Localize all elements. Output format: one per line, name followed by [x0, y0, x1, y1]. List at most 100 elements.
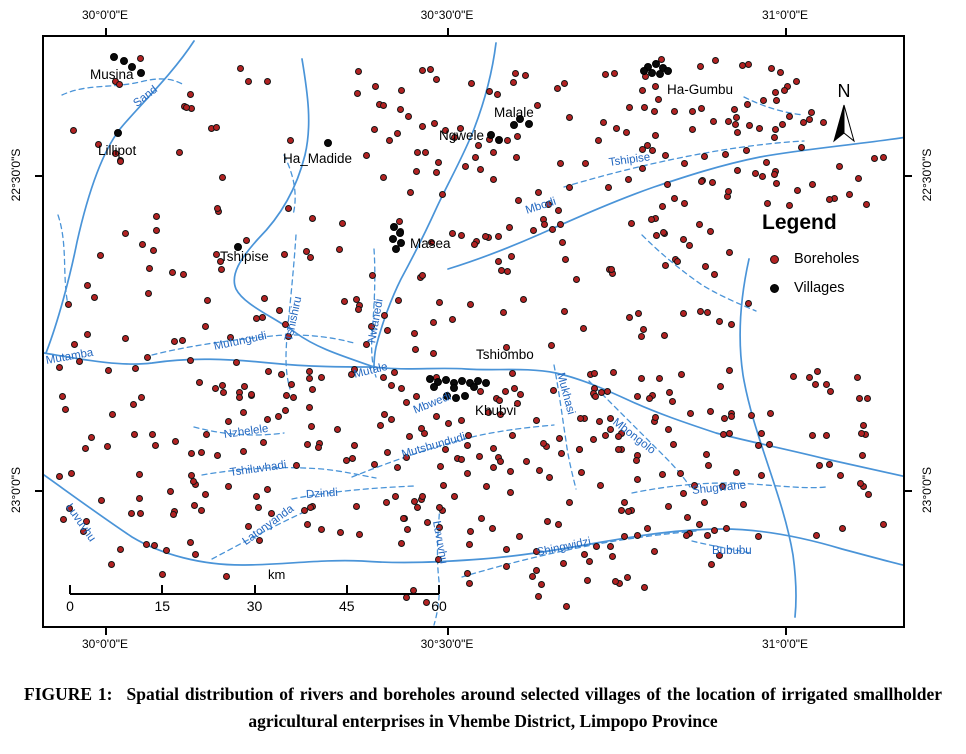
borehole-dot	[725, 249, 733, 257]
borehole-dot	[744, 300, 752, 308]
borehole-dot	[680, 310, 688, 317]
borehole-dot	[565, 184, 573, 192]
borehole-dot	[623, 574, 631, 582]
borehole-dot	[835, 163, 843, 171]
borehole-dot	[617, 506, 625, 514]
borehole-dot	[509, 432, 517, 440]
borehole-dot	[434, 158, 442, 166]
borehole-dot	[757, 472, 765, 480]
borehole-dot	[767, 410, 775, 418]
axis-label-bottom: 30°0'0"E	[81, 637, 129, 651]
borehole-dot	[339, 220, 347, 228]
borehole-dot	[768, 65, 776, 73]
borehole-dot	[727, 321, 735, 329]
borehole-dot	[290, 393, 298, 401]
borehole-dot	[880, 521, 888, 529]
borehole-dot	[94, 141, 102, 149]
borehole-dot	[770, 133, 778, 141]
borehole-dot	[643, 525, 651, 533]
borehole-dot	[547, 342, 555, 350]
river-path	[370, 248, 377, 378]
borehole-dot	[380, 102, 388, 110]
borehole-dot	[309, 214, 317, 222]
borehole-dot	[585, 558, 593, 566]
borehole-dot	[607, 415, 615, 423]
borehole-dot	[529, 227, 537, 235]
borehole-dot	[502, 563, 510, 571]
borehole-dot	[264, 415, 272, 423]
borehole-dot	[198, 506, 206, 514]
borehole-dot	[489, 463, 497, 471]
borehole-dot	[793, 187, 801, 195]
borehole-dot	[864, 491, 872, 499]
borehole-dot	[449, 316, 457, 324]
borehole-dot	[514, 197, 522, 205]
borehole-dot	[371, 126, 379, 134]
borehole-dot	[695, 220, 703, 228]
borehole-dot	[838, 525, 846, 533]
borehole-dot	[772, 126, 780, 134]
borehole-dot	[591, 393, 599, 401]
borehole-dot	[515, 533, 523, 541]
borehole-dot	[760, 97, 768, 105]
borehole-dot	[658, 56, 666, 64]
borehole-dot	[733, 129, 741, 137]
borehole-dot	[464, 469, 472, 477]
borehole-dot	[545, 201, 553, 209]
borehole-dot	[180, 271, 188, 279]
borehole-dot	[597, 388, 605, 396]
borehole-dot	[450, 492, 458, 500]
borehole-dot	[698, 105, 706, 113]
village-dot	[482, 379, 490, 387]
borehole-dot	[353, 503, 361, 511]
borehole-dot	[538, 580, 546, 588]
axis-tick	[905, 175, 912, 177]
borehole-dot	[582, 159, 590, 167]
borehole-dot	[435, 503, 443, 511]
borehole-dot	[349, 455, 357, 463]
borehole-dot	[573, 276, 580, 284]
borehole-dot	[638, 165, 646, 173]
borehole-dot	[433, 76, 441, 84]
borehole-dot	[856, 394, 864, 402]
borehole-dot	[509, 79, 517, 87]
borehole-dot	[122, 229, 130, 237]
borehole-dot	[704, 309, 712, 317]
borehole-dot	[670, 107, 678, 115]
borehole-dot	[146, 264, 154, 272]
borehole-dot	[691, 482, 699, 490]
borehole-dot	[540, 220, 548, 228]
borehole-dot	[497, 267, 505, 275]
borehole-dot	[522, 72, 530, 79]
borehole-dot	[394, 130, 402, 137]
borehole-dot	[610, 69, 618, 77]
village-dot	[389, 235, 397, 243]
borehole-dot	[396, 218, 404, 226]
borehole-dot	[710, 117, 718, 125]
borehole-dot	[724, 188, 732, 196]
village-label-ha-gumbu: Ha-Gumbu	[667, 82, 734, 97]
borehole-dot	[276, 307, 284, 315]
borehole-dot	[560, 560, 568, 568]
village-dot	[443, 392, 451, 400]
river-path	[351, 424, 555, 478]
borehole-dot	[649, 146, 657, 154]
borehole-dot	[776, 69, 784, 77]
borehole-dot	[282, 406, 290, 414]
borehole-dot	[811, 380, 819, 388]
borehole-dot	[859, 422, 867, 430]
borehole-dot	[302, 247, 310, 255]
borehole-dot	[634, 531, 642, 539]
borehole-dot	[170, 337, 178, 345]
borehole-dot	[641, 104, 649, 112]
borehole-dot	[70, 126, 78, 134]
borehole-dot	[201, 491, 209, 499]
borehole-dot	[220, 388, 228, 396]
axis-tick	[447, 628, 449, 635]
borehole-dot	[627, 220, 635, 228]
borehole-dot	[781, 87, 789, 95]
borehole-dot	[752, 169, 760, 177]
borehole-dot	[187, 91, 195, 99]
borehole-dot	[287, 137, 295, 145]
borehole-dot	[83, 330, 91, 338]
